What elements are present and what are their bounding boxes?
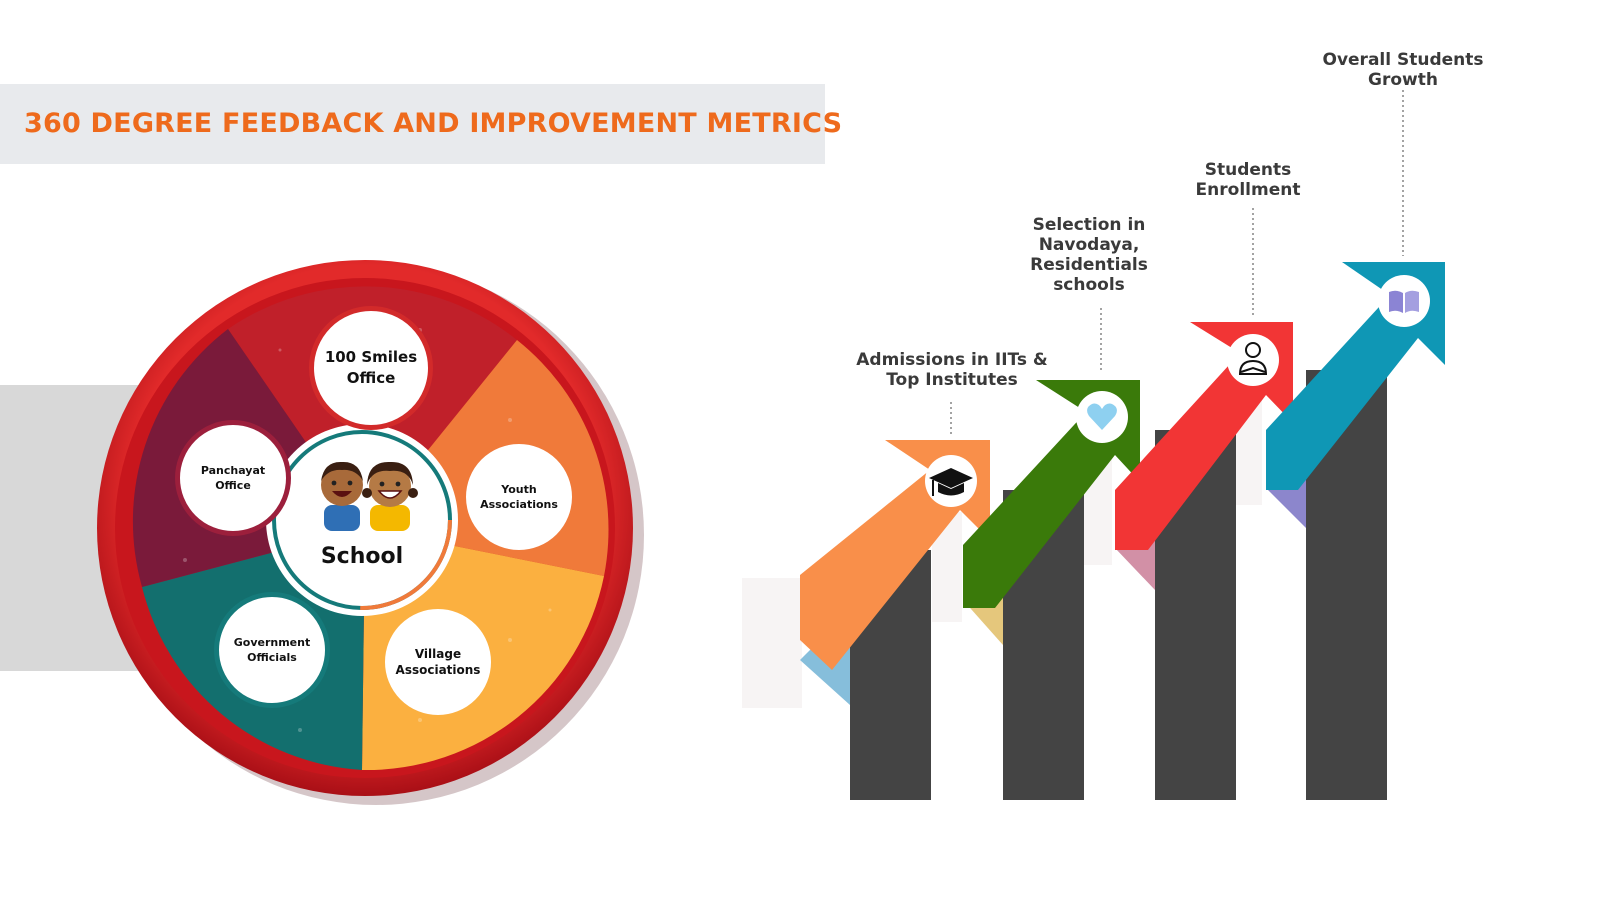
backdrop-panel xyxy=(742,578,802,708)
node-youth-associations: Youth Associations xyxy=(461,439,577,555)
node-panchayat-office: Panchayat Office xyxy=(175,420,291,536)
node-government-officials: Government Officials xyxy=(214,592,330,708)
metric-label-selection: Selection in Navodaya, Residentials scho… xyxy=(1030,215,1148,295)
two-children-icon xyxy=(321,461,418,531)
title-band: 360 DEGREE FEEDBACK AND IMPROVEMENT METR… xyxy=(0,84,842,164)
node-label: 100 Smiles Office xyxy=(324,348,418,387)
node-label: Panchayat Office xyxy=(200,464,266,492)
student-reading-icon xyxy=(1238,342,1268,375)
node-label: Village Associations xyxy=(395,647,481,677)
node-100-smiles-office: 100 Smiles Office xyxy=(309,306,433,430)
metric-label-enrollment: Students Enrollment xyxy=(1195,160,1301,200)
node-label: Government Officials xyxy=(233,636,311,664)
icon-circle xyxy=(1378,275,1430,327)
node-village-associations: Village Associations xyxy=(380,604,496,720)
graduation-cap-icon xyxy=(929,468,973,496)
heart-icon xyxy=(1087,403,1117,430)
center-node-label: School xyxy=(320,544,404,569)
metric-label-admissions: Admissions in IITs & Top Institutes xyxy=(856,350,1048,390)
node-label: Youth Associations xyxy=(480,483,558,511)
book-icon xyxy=(1389,290,1419,313)
metric-label-growth: Overall Students Growth xyxy=(1322,50,1484,90)
page-title: 360 DEGREE FEEDBACK AND IMPROVEMENT METR… xyxy=(24,108,843,139)
center-ring-orange xyxy=(272,430,452,610)
